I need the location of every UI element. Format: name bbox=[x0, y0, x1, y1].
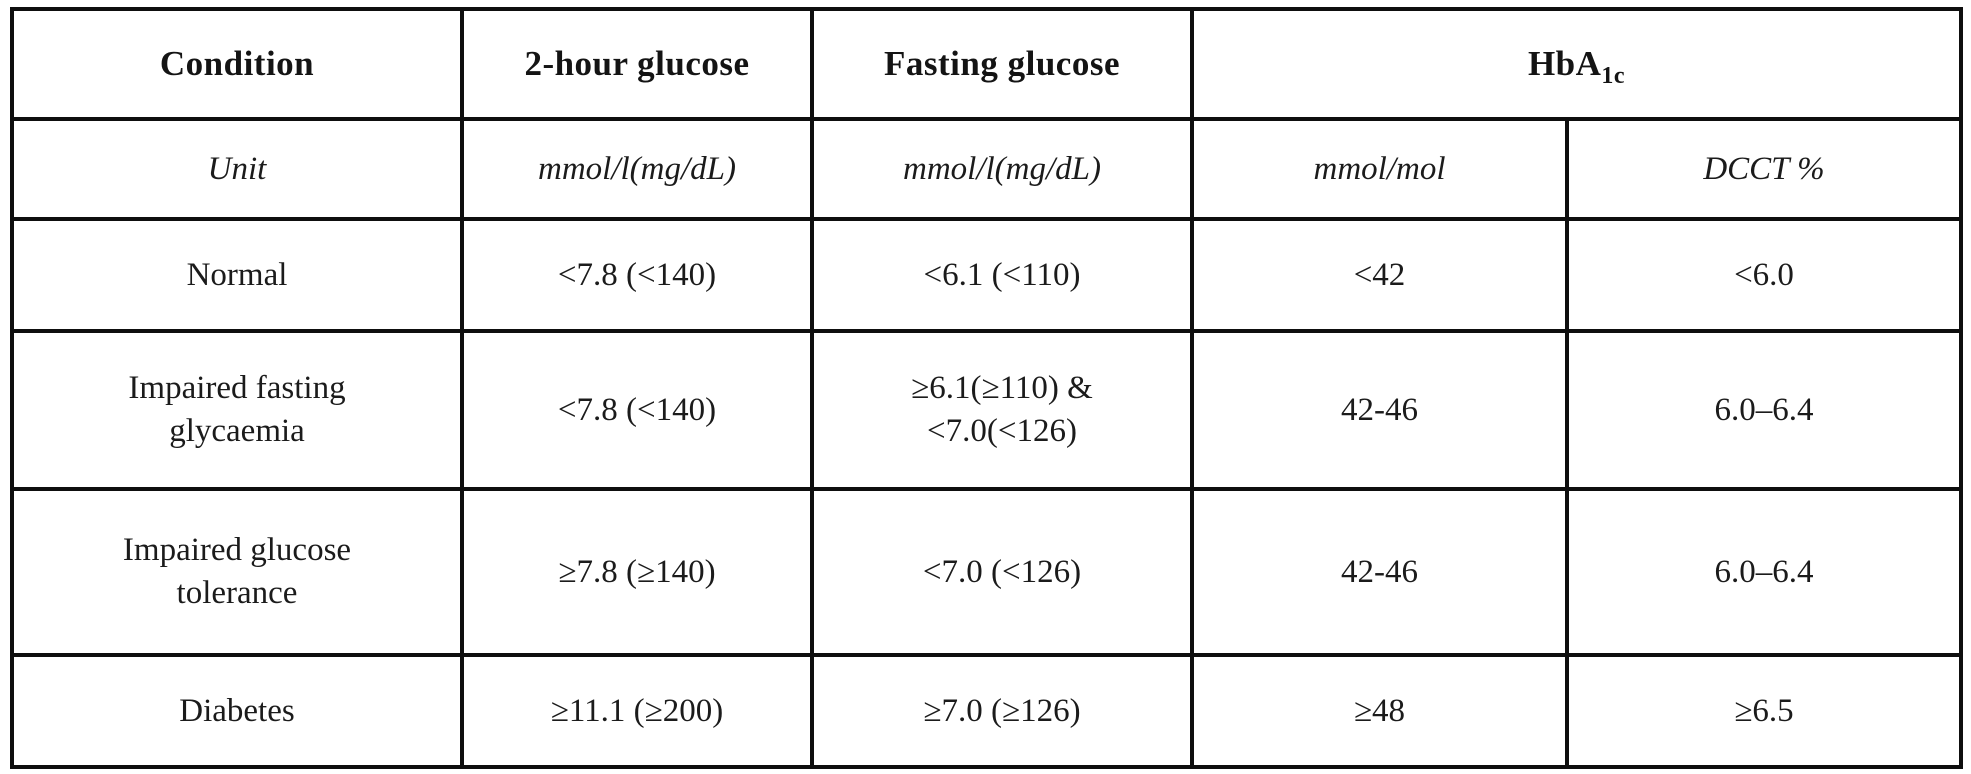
cell-dcct: 6.0–6.4 bbox=[1565, 329, 1963, 491]
cell-fasting: ≥6.1(≥110) & <7.0(<126) bbox=[810, 329, 1194, 491]
header-fasting-glucose: Fasting glucose bbox=[810, 7, 1194, 121]
table-row-diabetes: Diabetes ≥11.1 (≥200) ≥7.0 (≥126) ≥48 ≥6… bbox=[10, 653, 1963, 769]
cell-condition: Impaired glucose tolerance bbox=[10, 487, 464, 657]
header-hba1c: HbA1c bbox=[1190, 7, 1963, 121]
cell-mmol-mol: ≥48 bbox=[1190, 653, 1569, 769]
unit-label: Unit bbox=[10, 117, 464, 221]
cell-dcct: 6.0–6.4 bbox=[1565, 487, 1963, 657]
table-row-impaired-glucose-tolerance: Impaired glucose tolerance ≥7.8 (≥140) <… bbox=[10, 487, 1963, 657]
unit-two-hour: mmol/l(mg/dL) bbox=[460, 117, 814, 221]
hba1c-label: HbA bbox=[1527, 44, 1602, 83]
cell-fasting: ≥7.0 (≥126) bbox=[810, 653, 1194, 769]
table-unit-row: Unit mmol/l(mg/dL) mmol/l(mg/dL) mmol/mo… bbox=[10, 117, 1963, 221]
unit-hba1c-dcct: DCCT % bbox=[1565, 117, 1963, 221]
unit-hba1c-mmol: mmol/mol bbox=[1190, 117, 1569, 221]
cell-two-hour: ≥7.8 (≥140) bbox=[460, 487, 814, 657]
cell-two-hour: ≥11.1 (≥200) bbox=[460, 653, 814, 769]
header-two-hour-glucose: 2-hour glucose bbox=[460, 7, 814, 121]
cell-fasting: <7.0 (<126) bbox=[810, 487, 1194, 657]
cell-two-hour: <7.8 (<140) bbox=[460, 217, 814, 333]
table-row-normal: Normal <7.8 (<140) <6.1 (<110) <42 <6.0 bbox=[10, 217, 1963, 333]
cell-condition: Normal bbox=[10, 217, 464, 333]
glucose-criteria-table: Condition 2-hour glucose Fasting glucose… bbox=[10, 7, 1963, 769]
cell-two-hour: <7.8 (<140) bbox=[460, 329, 814, 491]
cell-fasting: <6.1 (<110) bbox=[810, 217, 1194, 333]
cell-condition: Diabetes bbox=[10, 653, 464, 769]
unit-fasting: mmol/l(mg/dL) bbox=[810, 117, 1194, 221]
header-condition: Condition bbox=[10, 7, 464, 121]
hba1c-subscript-label: 1c bbox=[1601, 63, 1626, 89]
cell-mmol-mol: 42-46 bbox=[1190, 487, 1569, 657]
table-header-row: Condition 2-hour glucose Fasting glucose… bbox=[10, 7, 1963, 121]
cell-mmol-mol: <42 bbox=[1190, 217, 1569, 333]
cell-mmol-mol: 42-46 bbox=[1190, 329, 1569, 491]
cell-dcct: ≥6.5 bbox=[1565, 653, 1963, 769]
cell-condition: Impaired fasting glycaemia bbox=[10, 329, 464, 491]
cell-dcct: <6.0 bbox=[1565, 217, 1963, 333]
table-row-impaired-fasting-glycaemia: Impaired fasting glycaemia <7.8 (<140) ≥… bbox=[10, 329, 1963, 491]
